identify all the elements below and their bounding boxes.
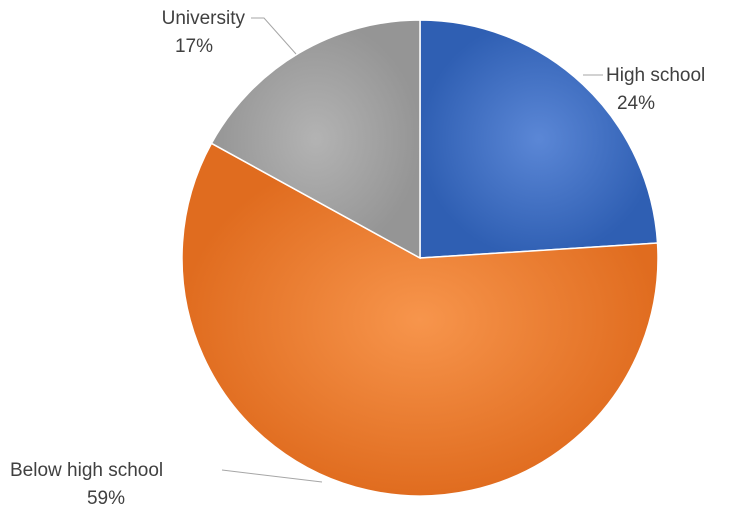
pie-slice-below-high-school [181, 142, 659, 497]
pie-slices [181, 19, 659, 497]
data-label-name-university: University [162, 8, 246, 29]
leader-line-university [251, 17, 297, 55]
pie-slice-high-school [419, 19, 659, 259]
leader-line-below-high-school [221, 469, 323, 483]
data-label-name-below-high-school: Below high school [10, 460, 163, 481]
pie-slice-university [210, 19, 421, 260]
data-label-name-high-school: High school [606, 65, 705, 86]
data-label-value-university: 17% [175, 36, 213, 57]
data-label-value-below-high-school: 59% [87, 488, 125, 509]
leader-lines [221, 17, 603, 483]
data-label-value-high-school: 24% [617, 93, 655, 114]
data-labels: High school 24% Below high school 59% Univer… [10, 8, 705, 509]
